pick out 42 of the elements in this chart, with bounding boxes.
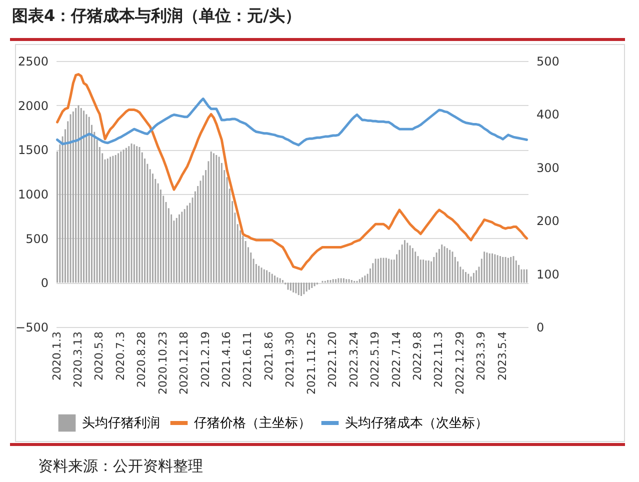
x-tick-label: 2022.12.29 xyxy=(453,332,466,394)
x-tick-label: 2020.10.23 xyxy=(156,332,170,394)
x-tick-label: 2021.9.30 xyxy=(284,332,297,388)
y2-tick-label: 400 xyxy=(536,108,560,122)
x-tick-label: 2023.5.4 xyxy=(496,332,509,380)
x-tick-label: 2022.11.3 xyxy=(432,332,446,388)
y-tick-label: 2500 xyxy=(18,54,48,68)
x-tick-label: 2022.7.14 xyxy=(390,332,403,388)
y-tick-label: 1500 xyxy=(18,143,48,158)
y2-tick-label: 500 xyxy=(536,54,560,68)
legend-label: 仔猪价格（主坐标） xyxy=(194,415,311,431)
x-tick-label: 2021.11.25 xyxy=(304,332,318,394)
x-tick-label: 2022.3.24 xyxy=(347,332,360,388)
legend-label: 头均仔猪利润 xyxy=(82,416,160,431)
chart-title: 图表4：仔猪成本与利润（单位：元/头） xyxy=(12,6,301,27)
x-tick-label: 2022.5.19 xyxy=(368,332,382,388)
y-tick-label: −500 xyxy=(16,320,48,334)
x-tick-label: 2021.8.6 xyxy=(262,332,276,380)
x-tick-label: 2022.1.20 xyxy=(326,332,340,388)
y2-tick-label: 0 xyxy=(536,320,544,334)
y-tick-label: 500 xyxy=(26,232,48,246)
x-tick-label: 2022.9.8 xyxy=(410,332,424,380)
x-tick-label: 2020.12.18 xyxy=(178,332,191,394)
x-tick-label: 2021.6.11 xyxy=(241,332,254,388)
y-tick-label: 1000 xyxy=(18,188,48,202)
text: 资料来源：公开资料整理 xyxy=(38,457,203,476)
x-tick-label: 2023.3.9 xyxy=(474,332,488,380)
legend-label: 头均仔猪成本（次坐标） xyxy=(345,416,488,431)
y-tick-label: 2000 xyxy=(18,98,48,113)
x-tick-label: 2020.8.28 xyxy=(135,332,148,388)
x-tick-label: 2020.7.3 xyxy=(114,332,127,380)
y2-tick-label: 300 xyxy=(536,160,560,175)
x-tick-label: 2020.5.8 xyxy=(92,332,106,380)
x-tick-label: 2020.3.13 xyxy=(71,332,84,388)
x-tick-label: 2021.4.16 xyxy=(220,332,234,388)
y2-tick-label: 100 xyxy=(536,267,560,282)
y2-tick-label: 200 xyxy=(536,214,560,228)
line-series xyxy=(56,98,528,146)
x-tick-label: 2020.1.3 xyxy=(50,332,64,380)
y-tick-label: 0 xyxy=(40,276,48,290)
line-series xyxy=(56,73,528,271)
x-tick-label: 2021.2.19 xyxy=(198,332,212,388)
